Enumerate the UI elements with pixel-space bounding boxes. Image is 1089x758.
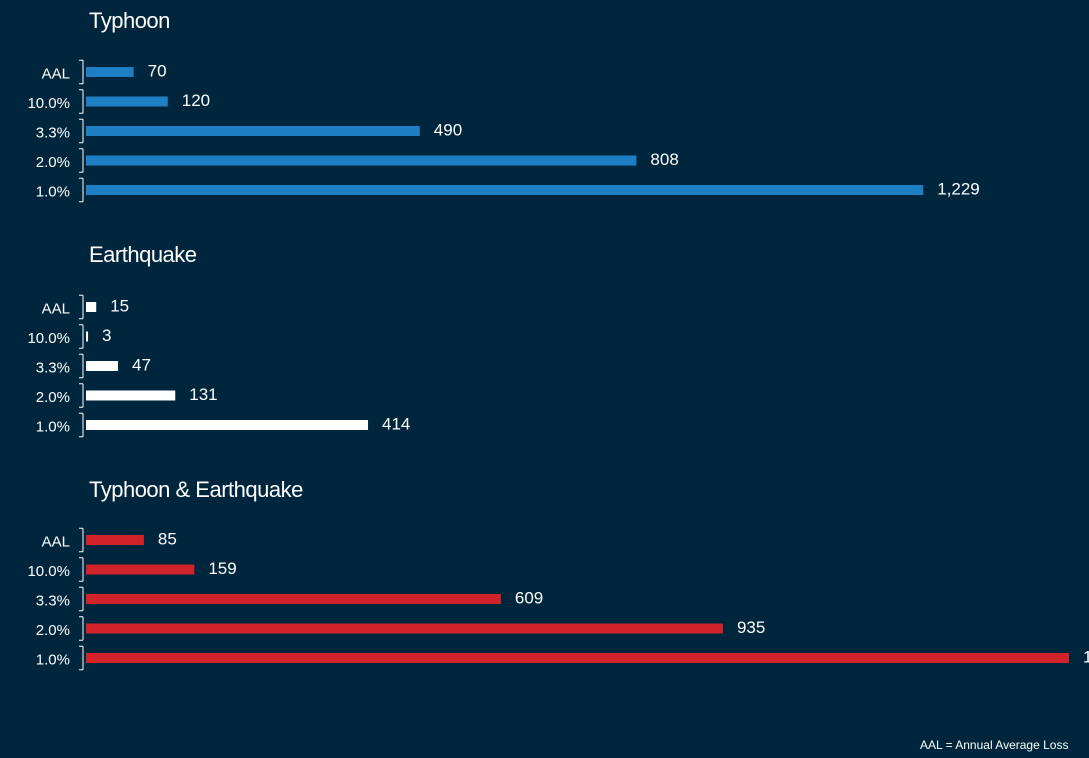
bar: [86, 535, 144, 545]
data-label: 120: [182, 91, 210, 110]
data-label: 490: [434, 121, 462, 140]
data-label: 131: [189, 385, 217, 404]
chart-title: Earthquake: [89, 242, 197, 267]
data-label: 15: [110, 297, 129, 316]
data-label: 609: [515, 589, 543, 608]
category-label: 2.0%: [36, 389, 70, 406]
bar: [86, 564, 195, 575]
category-label: 10.0%: [27, 95, 70, 112]
data-label: 70: [148, 62, 167, 81]
bar: [86, 302, 97, 312]
bar: [86, 390, 176, 401]
category-label: 10.0%: [27, 330, 70, 347]
data-label: 1,443: [1083, 648, 1089, 667]
data-label: 935: [737, 618, 765, 637]
bar: [86, 67, 134, 77]
chart-title: Typhoon & Earthquake: [89, 477, 303, 502]
data-label: 1,229: [937, 180, 980, 199]
bar: [86, 361, 119, 371]
category-label: AAL: [42, 534, 70, 551]
bar: [86, 126, 420, 136]
category-label: 1.0%: [36, 184, 70, 201]
category-label: AAL: [42, 301, 70, 318]
category-label: 3.3%: [36, 593, 70, 610]
bar: [86, 185, 924, 195]
bar: [86, 96, 168, 107]
data-label: 85: [158, 530, 177, 549]
data-label: 159: [208, 559, 236, 578]
category-label: 1.0%: [36, 652, 70, 669]
bar: [86, 594, 501, 604]
category-label: 3.3%: [36, 360, 70, 377]
bar: [86, 623, 723, 634]
bar: [86, 653, 1069, 663]
data-label: 414: [382, 415, 410, 434]
category-label: 1.0%: [36, 419, 70, 436]
bar: [86, 420, 369, 430]
bar: [86, 331, 89, 342]
category-label: 2.0%: [36, 154, 70, 171]
category-label: 2.0%: [36, 622, 70, 639]
data-label: 3: [102, 326, 111, 345]
chart-title: Typhoon: [89, 8, 170, 33]
data-label: 808: [650, 150, 678, 169]
footnote: AAL = Annual Average Loss: [920, 738, 1069, 752]
category-label: 3.3%: [36, 125, 70, 142]
category-label: 10.0%: [27, 563, 70, 580]
data-label: 47: [132, 356, 151, 375]
category-label: AAL: [42, 66, 70, 83]
bar: [86, 155, 637, 166]
